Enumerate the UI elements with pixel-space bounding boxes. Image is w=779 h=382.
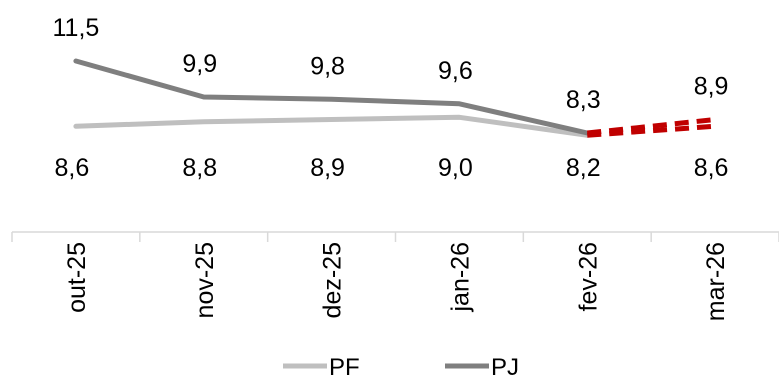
data-label-pf: 8,9: [310, 154, 345, 182]
data-label-pj: 9,9: [182, 50, 217, 78]
x-tick-label: dez-25: [319, 242, 347, 318]
x-tick-label: mar-26: [702, 242, 730, 321]
data-label-pf: 8,2: [566, 154, 601, 182]
legend-item-pf: PF: [283, 354, 360, 381]
x-tick-label: out-25: [63, 242, 91, 313]
legend-label: PJ: [491, 354, 519, 381]
data-label-pj: 8,9: [694, 73, 729, 101]
data-label-pf: 8,8: [182, 154, 217, 182]
x-tick-label: nov-25: [191, 242, 219, 318]
series-line-pj: [73, 58, 590, 136]
data-label-pj: 8,3: [566, 86, 601, 114]
data-label-pf: 8,6: [55, 154, 90, 182]
x-tick-label: jan-26: [446, 242, 474, 313]
legend-label: PF: [329, 354, 360, 381]
projection-line-pj: [586, 117, 716, 136]
legend-item-pj: PJ: [445, 354, 519, 381]
data-label-pj: 9,6: [438, 57, 473, 85]
x-axis: out-25 nov-25 dez-25 jan-26 fev-26 mar-26: [11, 231, 779, 321]
series-lines: [73, 58, 716, 138]
data-labels: 11,5 9,9 9,8 9,6 8,3 8,9 8,6 8,8 8,9 9,0 8,2 8,6: [53, 14, 729, 182]
data-label-pf: 8,6: [694, 154, 729, 182]
series-line-pf: [73, 114, 590, 138]
data-label-pj: 9,8: [310, 52, 345, 80]
x-tick-label: fev-26: [574, 242, 602, 311]
data-label-pj: 11,5: [53, 14, 100, 42]
data-label-pf: 9,0: [438, 154, 473, 182]
projection-line-pf: [587, 123, 716, 138]
legend: PF PJ: [283, 354, 519, 381]
